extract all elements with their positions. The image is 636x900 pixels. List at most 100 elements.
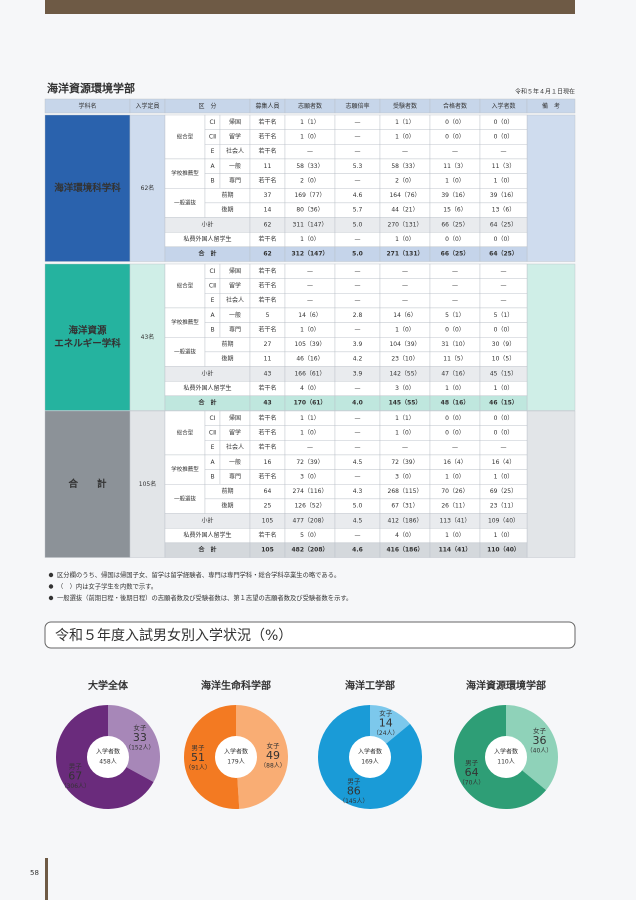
- value: 48（16）: [441, 399, 470, 407]
- type: 留学: [229, 281, 241, 289]
- cell: [164, 114, 206, 160]
- value: 若干名: [258, 176, 276, 184]
- value: 1（0）: [494, 473, 514, 480]
- total: 110人: [497, 759, 514, 766]
- value: 62: [263, 251, 271, 258]
- note: 一般選抜（前期日程・後期日程）の志願者数及び受験者数は、第１志望の志願者数及び受…: [57, 593, 352, 602]
- value: —: [355, 473, 361, 480]
- value: 416（186）: [386, 546, 423, 554]
- cell: [526, 114, 576, 262]
- sex-label: 男子: [69, 762, 83, 770]
- percent: 51: [191, 751, 205, 764]
- value: 1（0）: [494, 385, 514, 392]
- sex-label: 男子: [192, 744, 206, 752]
- total: 458人: [99, 759, 116, 766]
- value: 69（25）: [490, 488, 517, 495]
- bullet: [48, 584, 54, 589]
- sex-label: 女子: [533, 726, 547, 735]
- value: —: [355, 444, 361, 451]
- type: 帰国: [229, 267, 241, 275]
- value: 若干名: [258, 281, 276, 289]
- cell: [164, 454, 206, 485]
- value: 43: [263, 400, 271, 407]
- group-label: 学校推薦型: [171, 465, 199, 473]
- dept-name: 合 計: [68, 478, 107, 490]
- value: 3.9: [353, 370, 363, 377]
- value: —: [355, 236, 361, 243]
- value: —: [355, 415, 361, 422]
- value: 268（115）: [388, 488, 423, 495]
- value: —: [402, 268, 408, 275]
- header-cell: 受験者数: [393, 102, 417, 110]
- value: 274（116）: [293, 488, 328, 495]
- cell: [44, 263, 131, 411]
- capacity: 105名: [139, 480, 156, 488]
- bullet: [48, 572, 54, 578]
- count: （40人）: [527, 748, 553, 755]
- value: 14（6）: [298, 312, 321, 319]
- value: —: [402, 148, 408, 155]
- value: —: [452, 148, 458, 155]
- value: 142（55）: [389, 370, 420, 377]
- value: 477（208）: [293, 517, 328, 524]
- sex-label: 男子: [465, 759, 479, 767]
- type: 社会人: [226, 147, 244, 155]
- value: 1（0）: [395, 133, 415, 140]
- value: 5（1）: [494, 312, 514, 319]
- value: 5（0）: [300, 532, 320, 539]
- row-label: 合 計: [198, 546, 216, 554]
- value: 0（0）: [445, 326, 465, 333]
- cell: [479, 395, 528, 411]
- pie-title: 海洋工学部: [345, 679, 395, 692]
- count: （145人）: [339, 798, 368, 805]
- value: 270（131）: [388, 221, 423, 228]
- value: 45（15）: [490, 370, 517, 377]
- cell: [526, 98, 576, 114]
- group-label: 学校推薦型: [171, 318, 199, 326]
- value: 4.5: [353, 517, 363, 524]
- count: （306人）: [61, 783, 90, 790]
- value: 16（4）: [492, 459, 515, 466]
- top-bar: [45, 0, 575, 14]
- date: 令和５年４月１日現在: [515, 88, 575, 96]
- value: 4.5: [353, 459, 363, 466]
- cell: [164, 263, 206, 309]
- value: 5.3: [353, 163, 363, 170]
- count: （88人）: [260, 762, 286, 769]
- value: 47（16）: [441, 370, 468, 377]
- value: —: [355, 177, 361, 184]
- capacity: 43名: [141, 333, 155, 341]
- value: 4.2: [353, 356, 363, 363]
- dept-title: 海洋資源環境学部: [47, 81, 135, 95]
- total-label: 入学者数: [494, 748, 518, 756]
- value: 若干名: [258, 428, 276, 436]
- code: CⅠ: [210, 415, 216, 422]
- row-label: 合 計: [198, 399, 216, 407]
- value: 若干名: [258, 384, 276, 392]
- cell: [479, 246, 528, 262]
- group-label: 一般選抜: [174, 347, 197, 355]
- group-label: 総合型: [177, 428, 194, 436]
- code: CⅡ: [209, 133, 216, 140]
- type: 後期: [221, 502, 233, 510]
- note: 区分欄のうち、帰国は帰国子女、留学は留学経験者、専門は専門学科・総合学科卒業生の…: [57, 570, 340, 579]
- value: 14（6）: [393, 312, 416, 319]
- count: （152人）: [125, 745, 154, 752]
- value: 70（26）: [441, 488, 468, 495]
- value: 2（0）: [300, 177, 320, 184]
- value: 10（5）: [492, 356, 515, 363]
- pie-title: 海洋生命科学部: [201, 679, 271, 692]
- percent: 36: [532, 734, 546, 747]
- type: 留学: [229, 132, 241, 140]
- dept-name: エネルギー学科: [54, 337, 121, 349]
- type: 専門: [229, 472, 241, 480]
- value: 64: [264, 488, 272, 495]
- code: E: [211, 297, 215, 304]
- value: —: [501, 148, 507, 155]
- value: —: [501, 444, 507, 451]
- value: 46（16）: [296, 356, 323, 363]
- value: 0（0）: [494, 415, 514, 422]
- row-label: 私費外国人留学生: [183, 531, 231, 539]
- percent: 49: [266, 749, 280, 762]
- value: —: [355, 268, 361, 275]
